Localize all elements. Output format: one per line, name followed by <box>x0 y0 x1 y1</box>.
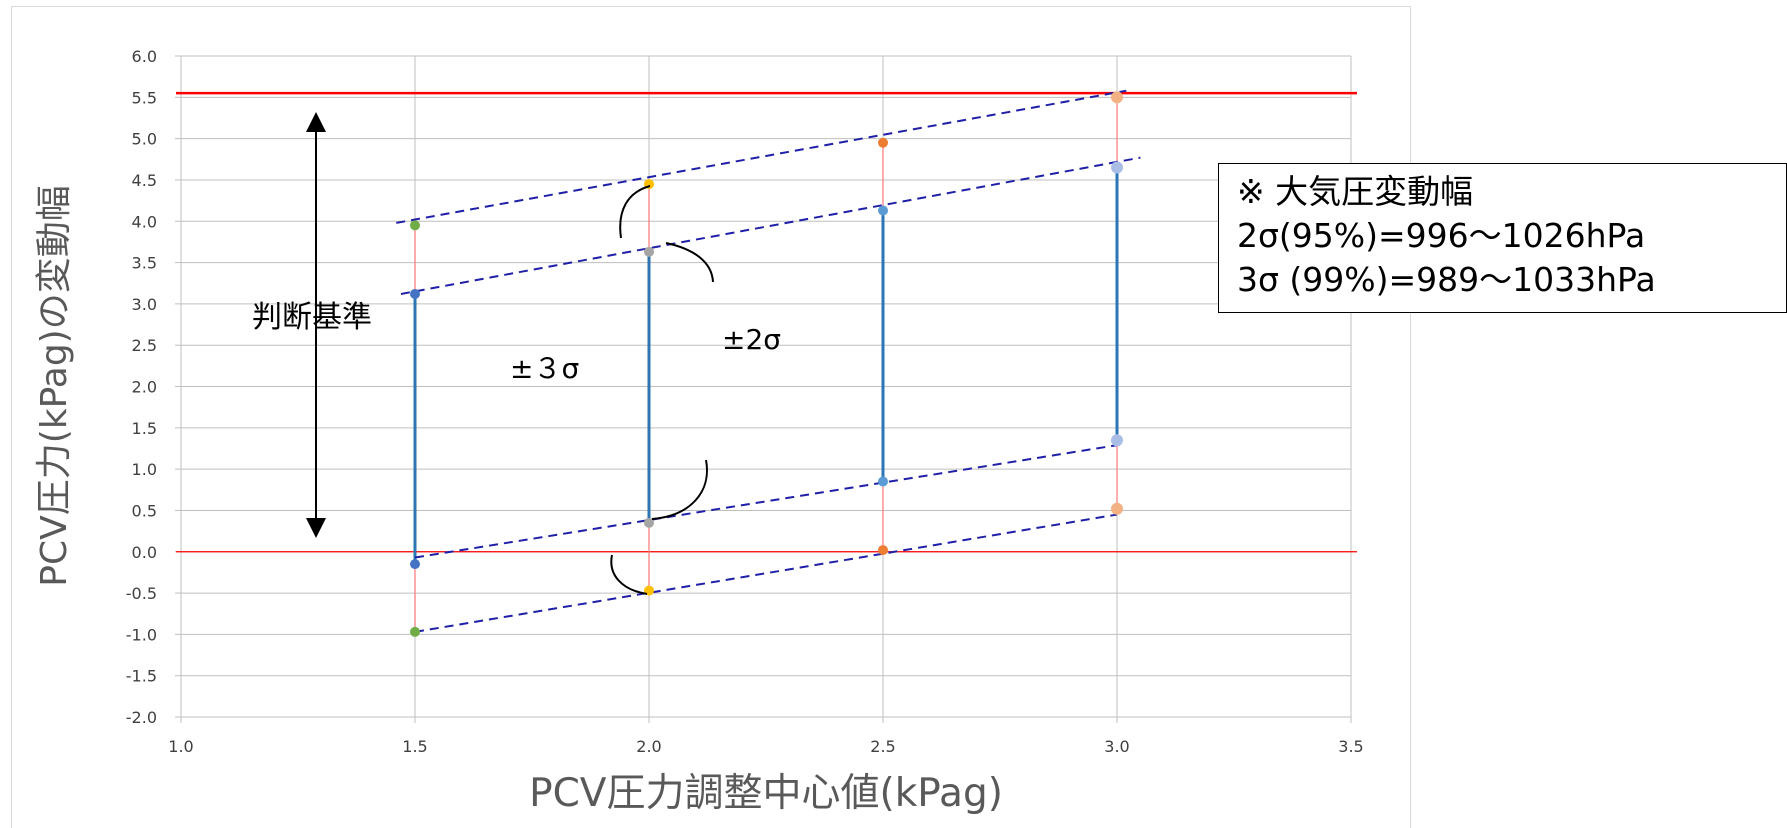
bracket-top-left <box>619 185 651 239</box>
data-point <box>1111 91 1123 104</box>
x-tick-label: 3.0 <box>1104 737 1129 756</box>
bracket-top-right <box>665 242 714 283</box>
pm2sigma-label: ±2σ <box>722 323 781 356</box>
y-tick-label: 0.0 <box>132 543 157 562</box>
data-point <box>644 246 654 257</box>
y-tick-label: -1.0 <box>126 625 157 644</box>
data-point <box>1111 161 1123 174</box>
x-tick-label: 1.0 <box>168 737 193 756</box>
data-point <box>410 559 420 570</box>
data-point <box>410 220 420 231</box>
data-point <box>644 517 654 528</box>
y-tick-label: 5.0 <box>132 130 157 149</box>
y-tick-label: 0.5 <box>132 501 157 520</box>
y-tick-label: 6.0 <box>132 47 157 66</box>
x-tick-label: 2.5 <box>870 737 895 756</box>
x-tick-label: 2.0 <box>636 737 661 756</box>
data-point <box>410 626 420 637</box>
y-axis-title: PCV圧力(kPag)の変動幅 <box>34 185 75 586</box>
y-tick-label: 3.5 <box>132 254 157 273</box>
trend-line-lower-2sigma <box>414 444 1118 559</box>
data-point <box>878 476 888 487</box>
data-point <box>1111 502 1123 515</box>
bracket-bottom-right <box>651 459 708 520</box>
y-tick-label: -1.5 <box>126 667 157 686</box>
note-line-3: 3σ (99%)=989～1033hPa <box>1237 260 1656 299</box>
chart-area <box>11 6 1411 828</box>
note-line-2: 2σ(95%)=996～1026hPa <box>1237 216 1646 255</box>
pm3sigma-label: ±３σ <box>510 352 579 385</box>
data-point <box>878 545 888 556</box>
trend-line-upper-2sigma <box>400 156 1141 295</box>
data-point <box>878 137 888 148</box>
bracket-bottom-left <box>610 554 648 595</box>
y-tick-label: 5.5 <box>132 88 157 107</box>
y-tick-label: 1.5 <box>132 419 157 438</box>
y-tick-label: 1.0 <box>132 460 157 479</box>
y-tick-label: 3.0 <box>132 295 157 314</box>
x-tick-label: 3.5 <box>1338 737 1363 756</box>
y-tick-label: -0.5 <box>126 584 157 603</box>
y-tick-label: 4.0 <box>132 212 157 231</box>
data-point <box>878 205 888 216</box>
trend-line-lower-3sigma <box>414 513 1118 633</box>
x-axis-title: PCV圧力調整中心値(kPag) <box>529 771 1003 816</box>
criterion-label: 判断基準 <box>252 300 372 335</box>
x-tick-label: 1.5 <box>402 737 427 756</box>
y-tick-label: 2.0 <box>132 378 157 397</box>
atmospheric-pressure-note: ※ 大気圧変動幅 2σ(95%)=996～1026hPa 3σ (99%)=98… <box>1218 163 1787 313</box>
y-tick-label: 2.5 <box>132 336 157 355</box>
y-tick-label: 4.5 <box>132 171 157 190</box>
data-point <box>1111 434 1123 447</box>
note-line-1: ※ 大気圧変動幅 <box>1237 172 1474 211</box>
y-tick-label: -2.0 <box>126 708 157 727</box>
trend-line-upper-3sigma <box>396 89 1127 224</box>
data-point <box>410 288 420 299</box>
